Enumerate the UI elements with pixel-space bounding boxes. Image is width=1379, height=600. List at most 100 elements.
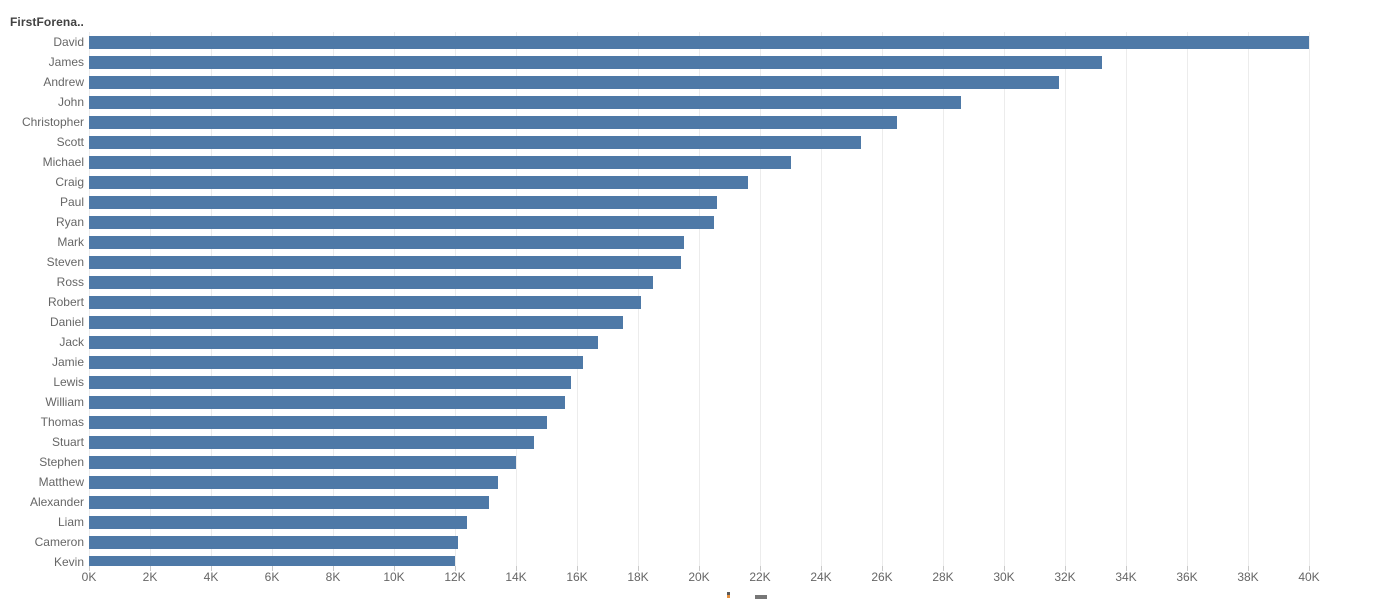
column-field-header[interactable]: FirstForena.. (10, 15, 84, 29)
bar[interactable] (89, 475, 498, 489)
category-label[interactable]: Jack (59, 335, 84, 349)
category-label[interactable]: David (53, 35, 84, 49)
bar[interactable] (89, 355, 584, 369)
axis-tick-label: 26K (871, 570, 893, 584)
axis-tick-label: 30K (993, 570, 1015, 584)
bar-row: Kevin (0, 552, 1379, 566)
category-label[interactable]: Paul (59, 195, 84, 209)
category-label[interactable]: Kevin (53, 555, 84, 566)
category-label[interactable]: Craig (55, 175, 84, 189)
bar[interactable] (89, 255, 681, 269)
bar-row: Jamie (0, 352, 1379, 372)
axis-tick (89, 566, 90, 571)
category-label[interactable]: William (45, 395, 84, 409)
bar[interactable] (89, 175, 748, 189)
bar-row: Ross (0, 272, 1379, 292)
category-label[interactable]: Scott (56, 135, 84, 149)
category-label[interactable]: James (48, 55, 84, 69)
axis-tick (943, 566, 944, 571)
bar-row: Matthew (0, 472, 1379, 492)
axis-tick (821, 566, 822, 571)
category-label[interactable]: Stuart (51, 435, 84, 449)
category-label[interactable]: Christopher (21, 115, 84, 129)
bar[interactable] (89, 455, 516, 469)
axis-tick (882, 566, 883, 571)
category-label[interactable]: Cameron (34, 535, 84, 549)
axis-tick (455, 566, 456, 571)
bar[interactable] (89, 275, 654, 289)
bar[interactable] (89, 35, 1309, 49)
bar[interactable] (89, 555, 455, 566)
axis-tick-label: 6K (264, 570, 280, 584)
category-label[interactable]: Daniel (49, 315, 84, 329)
category-label[interactable]: Andrew (43, 75, 84, 89)
axis-tick (1126, 566, 1127, 571)
bar[interactable] (89, 135, 861, 149)
axis-tick (1065, 566, 1066, 571)
bar-row: Jack (0, 332, 1379, 352)
axis-tick (333, 566, 334, 571)
bar[interactable] (89, 295, 642, 309)
bar[interactable] (89, 375, 571, 389)
axis-tick (272, 566, 273, 571)
axis-title-clipped-icon (727, 592, 730, 598)
category-label[interactable]: Liam (57, 515, 84, 529)
bar-row: Mark (0, 232, 1379, 252)
bar[interactable] (89, 315, 623, 329)
bar-rows: David James Andrew John Christopher Scott Mich… (0, 32, 1379, 566)
axis-tick (211, 566, 212, 571)
category-label[interactable]: Lewis (53, 375, 84, 389)
category-label[interactable]: Matthew (38, 475, 84, 489)
category-label[interactable]: Ryan (55, 215, 84, 229)
category-label[interactable]: Michael (42, 155, 84, 169)
bar[interactable] (89, 115, 898, 129)
axis-tick-label: 20K (688, 570, 710, 584)
bar[interactable] (89, 55, 1102, 69)
category-label[interactable]: Thomas (40, 415, 84, 429)
bar-row: Lewis (0, 372, 1379, 392)
axis-tick (1004, 566, 1005, 571)
bar[interactable] (89, 215, 715, 229)
bar-row: William (0, 392, 1379, 412)
bar[interactable] (89, 435, 535, 449)
axis-tick-label: 24K (810, 570, 832, 584)
bar-row: Andrew (0, 72, 1379, 92)
category-label[interactable]: Mark (57, 235, 84, 249)
category-label[interactable]: Ross (56, 275, 84, 289)
category-label[interactable]: Robert (47, 295, 84, 309)
bar[interactable] (89, 95, 962, 109)
axis-tick-label: 28K (932, 570, 954, 584)
axis-tick (150, 566, 151, 571)
bar-row: Steven (0, 252, 1379, 272)
category-label[interactable]: Steven (46, 255, 84, 269)
bar[interactable] (89, 535, 459, 549)
bar-row: Alexander (0, 492, 1379, 512)
axis-tick-label: 16K (566, 570, 588, 584)
bar[interactable] (89, 335, 599, 349)
bar[interactable] (89, 155, 791, 169)
axis-tick (638, 566, 639, 571)
axis-tick (1187, 566, 1188, 571)
category-label[interactable]: Jamie (51, 355, 84, 369)
bar[interactable] (89, 395, 565, 409)
axis-tick (760, 566, 761, 571)
bar-row: Cameron (0, 532, 1379, 552)
category-label[interactable]: John (57, 95, 84, 109)
axis-tick-label: 38K (1237, 570, 1259, 584)
category-label[interactable]: Alexander (29, 495, 84, 509)
bar-row: Ryan (0, 212, 1379, 232)
bar[interactable] (89, 415, 547, 429)
category-label[interactable]: Stephen (39, 455, 84, 469)
bar[interactable] (89, 75, 1059, 89)
axis-tick-label: 8K (325, 570, 341, 584)
bar[interactable] (89, 515, 468, 529)
sort-icon-clipped (755, 595, 767, 599)
bar-row: Robert (0, 292, 1379, 312)
bar[interactable] (89, 235, 684, 249)
axis-tick (394, 566, 395, 571)
bar-row: Stephen (0, 452, 1379, 472)
bar[interactable] (89, 495, 489, 509)
x-axis[interactable]: 0K 2K 4K 6K 8K 10K 12K 14K 16K 18K 20K 22K 24K 26K 28K… (0, 566, 1379, 592)
bar[interactable] (89, 195, 718, 209)
